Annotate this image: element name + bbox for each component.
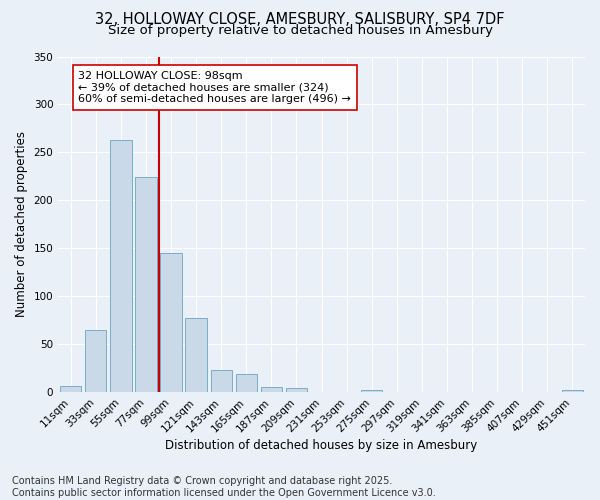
Bar xyxy=(110,140,131,392)
Bar xyxy=(136,178,157,392)
Bar xyxy=(286,388,307,392)
Bar xyxy=(361,390,382,392)
Text: 32, HOLLOWAY CLOSE, AMESBURY, SALISBURY, SP4 7DF: 32, HOLLOWAY CLOSE, AMESBURY, SALISBURY,… xyxy=(95,12,505,28)
X-axis label: Distribution of detached houses by size in Amesbury: Distribution of detached houses by size … xyxy=(166,440,478,452)
Bar xyxy=(236,374,257,392)
Bar xyxy=(562,390,583,392)
Bar xyxy=(60,386,82,392)
Y-axis label: Number of detached properties: Number of detached properties xyxy=(15,132,28,318)
Text: Size of property relative to detached houses in Amesbury: Size of property relative to detached ho… xyxy=(107,24,493,37)
Bar xyxy=(185,318,207,392)
Bar xyxy=(160,253,182,392)
Text: 32 HOLLOWAY CLOSE: 98sqm
← 39% of detached houses are smaller (324)
60% of semi-: 32 HOLLOWAY CLOSE: 98sqm ← 39% of detach… xyxy=(78,71,351,104)
Bar xyxy=(261,388,282,392)
Bar xyxy=(85,330,106,392)
Bar xyxy=(211,370,232,392)
Text: Contains HM Land Registry data © Crown copyright and database right 2025.
Contai: Contains HM Land Registry data © Crown c… xyxy=(12,476,436,498)
